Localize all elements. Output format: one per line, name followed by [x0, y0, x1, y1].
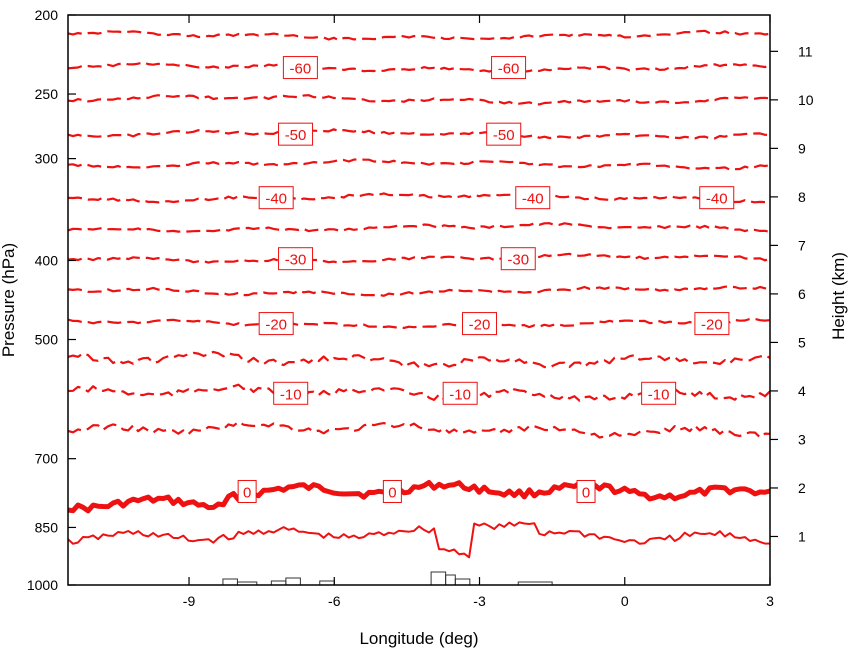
contour-label: 0: [388, 485, 396, 502]
contour-label: -30: [285, 252, 307, 269]
height-tick-label: 7: [798, 237, 806, 253]
contour-label-box: [699, 186, 735, 210]
contour-label-box: [278, 247, 314, 271]
x-tick-label: -3: [473, 593, 486, 609]
terrain-step: [430, 571, 447, 585]
x-axis-label: Longitude (deg): [359, 629, 478, 648]
contour-label-box: [486, 122, 522, 146]
left-axis-ticks: 200 250 300 400 500 700 850 1000: [27, 7, 76, 593]
contour-line-minus-40: [67, 192, 771, 204]
contour-label: -40: [265, 191, 287, 208]
terrain-step: [445, 574, 456, 585]
contour-label: 0: [582, 485, 590, 502]
contour-label: -20: [469, 317, 491, 334]
contour-label: -40: [522, 191, 544, 208]
pressure-tick-label: 500: [35, 332, 59, 348]
contour-label: -10: [648, 386, 670, 403]
contour-line-minus-55: [67, 94, 771, 106]
pressure-tick-label: 200: [35, 7, 59, 23]
contour-line-minus-25: [67, 285, 771, 297]
height-tick-label: 11: [798, 43, 813, 59]
contour-label-box: [282, 56, 318, 80]
terrain-step: [236, 581, 258, 585]
contour-label-box: [273, 381, 309, 405]
pressure-tick-label: 400: [35, 252, 59, 268]
contour-label-box: [515, 186, 551, 210]
contour-lines: [67, 29, 771, 559]
contour-label-box: [258, 312, 294, 336]
contour-line-5: [67, 521, 771, 559]
contour-line-minus-30: [67, 252, 771, 264]
contour-label: -20: [701, 317, 723, 334]
contour-label: -60: [290, 61, 312, 78]
height-tick-label: 4: [798, 383, 806, 399]
x-tick-label: -9: [183, 593, 196, 609]
pressure-tick-label: 850: [35, 519, 59, 535]
pressure-tick-label: 1000: [27, 577, 58, 593]
contour-label-box: [237, 480, 257, 504]
contour-line-minus-35: [67, 222, 771, 233]
height-tick-label: 6: [798, 286, 806, 302]
x-tick-label: -6: [328, 593, 341, 609]
contour-label: 0: [243, 485, 251, 502]
contour-label: -60: [498, 61, 520, 78]
contour-line-minus-45: [67, 158, 771, 171]
height-tick-label: 5: [798, 334, 806, 350]
pressure-tick-label: 700: [35, 451, 59, 467]
contour-label-box: [278, 122, 314, 146]
contour-label-box: [382, 480, 402, 504]
contour-line-minus-10: [67, 383, 771, 402]
contour-line-minus-50: [67, 128, 770, 140]
x-tick-label: 3: [766, 593, 774, 609]
terrain-outline: [222, 571, 553, 585]
terrain-step: [454, 578, 471, 585]
height-tick-label: 10: [798, 92, 814, 108]
contour-label: -40: [706, 191, 728, 208]
contour-label-box: [576, 480, 596, 504]
height-tick-label: 8: [798, 189, 806, 205]
contour-label: -20: [265, 317, 287, 334]
contour-line-minus-60: [67, 61, 771, 74]
pressure-tick-label: 300: [35, 151, 59, 167]
contour-label-box: [442, 381, 478, 405]
contour-label-box: [641, 381, 677, 405]
contour-line-minus-65: [67, 29, 771, 42]
contour-label-box: [462, 312, 498, 336]
contour-label-box: [491, 56, 527, 80]
height-tick-label: 1: [798, 528, 806, 544]
contour-label: -50: [493, 127, 515, 144]
terrain-step: [517, 581, 553, 585]
contour-label-box: [500, 247, 536, 271]
contour-label: -10: [280, 386, 302, 403]
contour-line-minus-15: [67, 350, 771, 369]
pressure-tick-label: 250: [35, 86, 59, 102]
right-axis-label: Height (km): [829, 252, 848, 340]
contour-line-0: [67, 480, 771, 514]
plot-frame: [67, 14, 771, 586]
contour-label: -30: [507, 252, 529, 269]
height-tick-label: 3: [798, 431, 806, 447]
contour-label-box: [694, 312, 730, 336]
x-axis-ticks: -9 -6 -3 0 3: [183, 15, 774, 609]
contour-line-minus-20: [67, 317, 771, 329]
contour-line-minus-5: [67, 420, 771, 439]
x-tick-label: 0: [621, 593, 629, 609]
right-axis-ticks: 1 2 3 4 5 6 7 8 9 10 11: [770, 43, 814, 544]
contour-label-box: [258, 186, 294, 210]
contour-label: -50: [285, 127, 307, 144]
terrain-step: [222, 578, 238, 585]
left-axis-label: Pressure (hPa): [0, 243, 18, 357]
terrain-step: [285, 577, 301, 585]
contour-labels: 0 0 0 -10 -10 -10 -20 -20 -20 -30 -30 -40 -40 -40 -50 -…: [237, 56, 735, 504]
height-tick-label: 9: [798, 140, 806, 156]
contour-label: -10: [449, 386, 471, 403]
height-tick-label: 2: [798, 480, 806, 496]
